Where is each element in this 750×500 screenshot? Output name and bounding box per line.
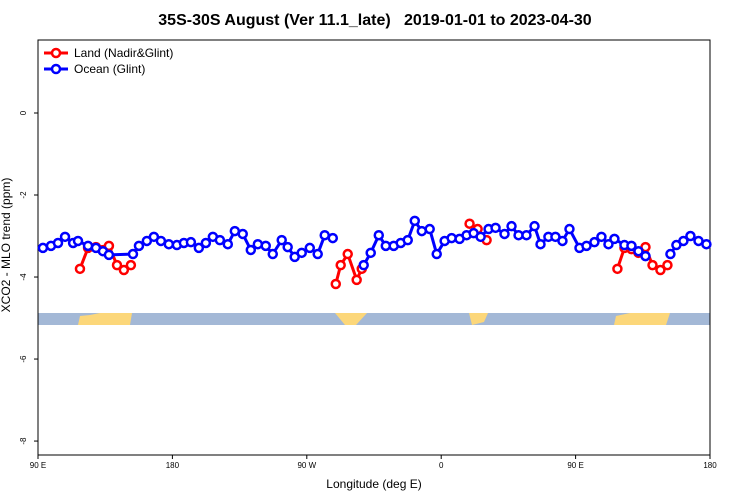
x-tick-label: 90 E (567, 461, 583, 470)
data-point (701, 238, 712, 250)
data-point (678, 235, 689, 247)
data-point (506, 220, 517, 232)
data-point (260, 240, 271, 252)
data-point (365, 247, 376, 259)
data-point (529, 220, 540, 232)
data-point (581, 240, 592, 252)
legend-marker (50, 63, 62, 75)
data-point (103, 249, 115, 261)
data-point (596, 231, 607, 243)
data-point (193, 242, 205, 254)
data-point (535, 238, 546, 250)
data-point (626, 240, 637, 252)
data-point (402, 234, 413, 246)
data-point (37, 242, 49, 254)
data-point (342, 248, 353, 260)
land-shape (469, 313, 488, 325)
x-axis-label: Longitude (deg E) (326, 477, 421, 491)
data-point (373, 229, 385, 241)
land-shape (78, 313, 132, 325)
y-tick-label: -2 (19, 191, 28, 199)
ocean-strip (38, 313, 710, 325)
data-point (237, 228, 248, 240)
data-point (245, 244, 257, 256)
land-shape (335, 313, 367, 325)
data-point (125, 259, 137, 271)
data-point (464, 218, 475, 229)
data-point (490, 222, 501, 234)
data-point (475, 231, 486, 243)
data-point (74, 263, 86, 275)
data-point (267, 248, 279, 260)
y-axis-label: XCO2 - MLO trend (ppm) (0, 178, 13, 313)
y-tick-label: -4 (19, 273, 28, 281)
data-point (72, 235, 84, 247)
data-point (133, 240, 145, 252)
data-point (521, 229, 532, 241)
data-point (424, 223, 435, 235)
data-point (282, 241, 293, 253)
data-point (431, 248, 442, 260)
x-tick-label: 90 W (297, 461, 316, 470)
data-point (327, 232, 339, 244)
data-point (351, 274, 362, 286)
x-tick-label: 180 (703, 461, 717, 470)
data-point (409, 215, 421, 227)
legend-marker (50, 47, 62, 59)
data-point (589, 236, 600, 248)
data-point (222, 238, 234, 250)
data-point (276, 234, 287, 246)
data-point (685, 230, 696, 242)
data-point (296, 247, 307, 259)
land-shape (614, 313, 670, 325)
data-point (665, 248, 676, 260)
x-tick-label: 0 (439, 461, 444, 470)
data-point (185, 236, 197, 248)
data-point (304, 242, 316, 254)
data-point (312, 248, 323, 260)
chart-title: 35S-30S August (Ver 11.1_late) 2019-01-0… (158, 12, 592, 29)
legend-label: Land (Nadir&Glint) (74, 46, 173, 60)
data-point (633, 245, 644, 257)
data-point (200, 237, 212, 249)
data-point (557, 235, 568, 247)
x-tick-label: 180 (166, 461, 180, 470)
data-point (647, 259, 658, 271)
data-point (358, 259, 369, 271)
data-point (127, 248, 139, 260)
data-point (214, 234, 226, 246)
map-strip (38, 313, 710, 325)
data-point (163, 238, 175, 250)
data-point (59, 231, 71, 243)
data-point (640, 250, 651, 262)
data-point (118, 264, 130, 276)
y-tick-label: -8 (19, 437, 28, 445)
y-tick-label: -6 (19, 355, 28, 363)
data-point (609, 233, 620, 245)
data-point (662, 259, 673, 271)
data-point (564, 223, 575, 235)
data-point (111, 259, 123, 271)
data-point (655, 264, 666, 276)
data-point (335, 259, 346, 271)
data-point (612, 263, 623, 275)
legend-label: Ocean (Glint) (74, 62, 145, 76)
y-tick-label: 0 (19, 110, 28, 115)
x-tick-label: 90 E (30, 461, 46, 470)
data-point (52, 237, 64, 249)
data-point (319, 229, 330, 241)
data-point (330, 278, 342, 290)
data-point (499, 228, 510, 240)
